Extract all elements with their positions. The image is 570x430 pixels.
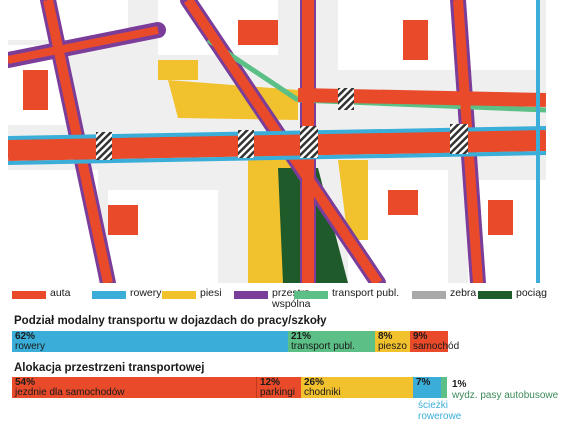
map-legend: auta rowery piesi przestrz. wspólna tran… xyxy=(12,286,562,316)
buspasy-label: wydz. pasy autobusowe xyxy=(452,390,559,401)
legend-label: rowery xyxy=(130,287,162,299)
modal-segment-samochod: 9% samochód xyxy=(410,331,459,352)
segment-percent: 7% xyxy=(416,377,431,388)
allocation-segment-jezdnie: 54% jezdnie dla samochodów xyxy=(12,377,256,398)
segment-percent: 9% xyxy=(413,331,428,342)
legend-item-pociag: pociąg xyxy=(478,286,547,299)
legend-item-piesi: piesi xyxy=(162,286,222,299)
segment-label: pieszo xyxy=(378,341,407,352)
allocation-segment-chodniki: 26% chodniki xyxy=(301,377,413,398)
legend-item-zebra: zebra xyxy=(412,286,476,299)
swatch-purple-icon xyxy=(234,291,268,299)
modal-segment-pieszo: 8% pieszo xyxy=(375,331,410,352)
segment-label: chodniki xyxy=(304,387,341,398)
segment-label: transport publ. xyxy=(291,341,355,352)
sciezki-label: ścieżki rowerowe xyxy=(418,400,462,422)
city-blocks xyxy=(8,0,546,283)
allocation-bar: 54% jezdnie dla samochodów 12% parkingi … xyxy=(12,377,447,398)
allocation-segment-parkingi: 12% parkingi xyxy=(256,377,301,398)
allocation-title: Alokacja przestrzeni transportowej xyxy=(14,362,205,374)
segment-label: samochód xyxy=(413,341,460,352)
allocation-segment-sciezki: 7% xyxy=(413,377,441,398)
legend-item-transport: transport publ. xyxy=(294,286,399,299)
segment-percent: 62% xyxy=(15,331,36,342)
segment-percent: 26% xyxy=(304,377,325,388)
segment-label: jezdnie dla samochodów xyxy=(15,387,125,398)
swatch-grey-icon xyxy=(412,291,446,299)
legend-label: piesi xyxy=(200,287,222,299)
legend-label: pociąg xyxy=(516,287,547,299)
modal-split-title: Podział modalny transportu w dojazdach d… xyxy=(14,315,327,327)
modal-segment-transport: 21% transport publ. xyxy=(288,331,375,352)
legend-item-rowery: rowery xyxy=(92,286,162,299)
swatch-darkgreen-icon xyxy=(478,291,512,299)
zebra-crossings xyxy=(96,88,468,160)
legend-label: przestrz. wspólna xyxy=(272,287,313,310)
legend-label: transport publ. xyxy=(332,287,400,299)
parking-areas xyxy=(23,20,513,235)
transport-space-map xyxy=(8,0,546,283)
legend-label: zebra xyxy=(450,287,477,299)
legend-item-auta: auta xyxy=(12,286,70,299)
allocation-segment-buspasy xyxy=(441,377,447,398)
swatch-red-icon xyxy=(12,291,46,299)
legend-item-wspolna: przestrz. wspólna xyxy=(234,286,312,310)
swatch-blue-icon xyxy=(92,291,126,299)
segment-percent: 21% xyxy=(291,331,312,342)
segment-label: parkingi xyxy=(260,387,296,398)
modal-split-bar: 62% rowery 21% transport publ. 8% pieszo… xyxy=(12,331,459,352)
segment-percent: 12% xyxy=(260,377,281,388)
swatch-yellow-icon xyxy=(162,291,196,299)
buspasy-percent: 1% xyxy=(452,379,467,390)
legend-label: auta xyxy=(50,287,71,299)
segment-percent: 54% xyxy=(15,377,36,388)
segment-label: rowery xyxy=(15,341,46,352)
modal-segment-rowery: 62% rowery xyxy=(12,331,288,352)
swatch-green-icon xyxy=(294,291,328,299)
segment-percent: 8% xyxy=(378,331,393,342)
